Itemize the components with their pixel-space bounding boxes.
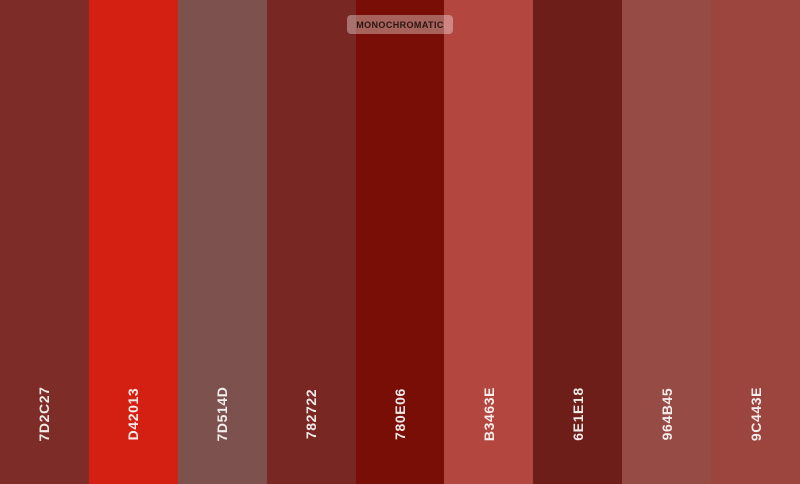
color-swatch[interactable]: 782722	[266, 0, 356, 484]
swatch-hex-label: D42013	[125, 387, 142, 441]
swatch-hex-label: 7D2C27	[36, 386, 53, 442]
swatch-hex-label: 7D514D	[214, 386, 231, 442]
swatch-hex-label: 782722	[303, 388, 320, 440]
swatch-hex-label: 780E06	[392, 388, 408, 440]
color-swatch[interactable]: 780E06	[355, 0, 445, 484]
palette-type-badge: MONOCHROMATIC	[347, 15, 453, 34]
color-swatch[interactable]: 964B45	[622, 0, 712, 484]
color-swatch[interactable]: 6E1E18	[533, 0, 623, 484]
color-swatch[interactable]: 9C443E	[711, 0, 800, 484]
swatch-hex-label: 964B45	[658, 387, 675, 441]
swatch-hex-label: B3463E	[480, 386, 497, 442]
swatch-hex-label: 9C443E	[747, 386, 764, 442]
color-swatch[interactable]: D42013	[88, 0, 178, 484]
color-swatch[interactable]: 7D2C27	[0, 0, 89, 484]
swatch-hex-label: 6E1E18	[569, 387, 586, 441]
color-swatch[interactable]: B3463E	[444, 0, 534, 484]
color-swatch[interactable]: 7D514D	[177, 0, 267, 484]
